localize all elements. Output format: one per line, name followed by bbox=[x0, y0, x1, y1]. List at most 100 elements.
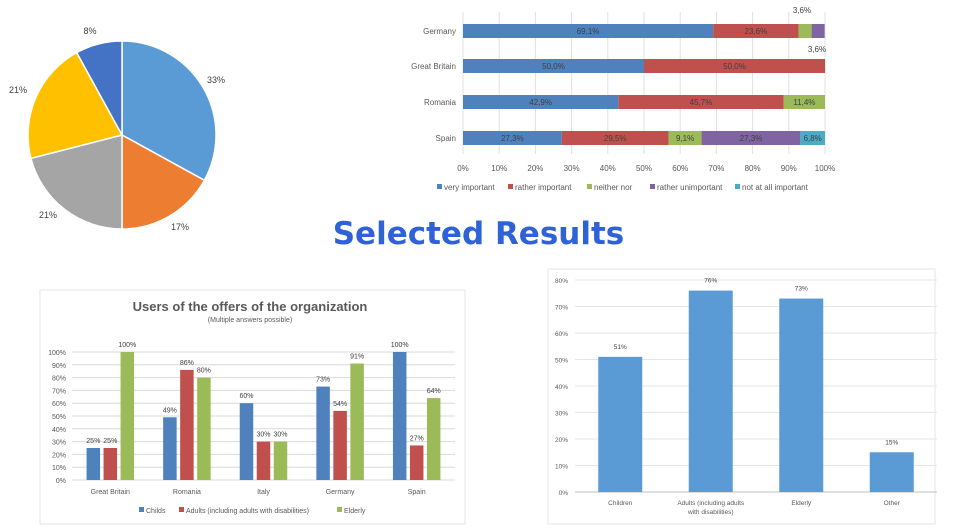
category-label: Romania bbox=[173, 489, 201, 496]
bar-segment bbox=[798, 24, 812, 38]
bar-segment bbox=[463, 131, 562, 145]
x-tick-label: 80% bbox=[745, 164, 761, 173]
category-label: Adults (including adults bbox=[677, 500, 745, 507]
y-tick-label: 30% bbox=[52, 440, 66, 447]
pie-label: 21% bbox=[9, 85, 27, 95]
y-tick-label: 80% bbox=[52, 376, 66, 383]
pie-label: 8% bbox=[83, 26, 96, 36]
x-tick-label: 20% bbox=[527, 164, 543, 173]
data-label: 25% bbox=[103, 438, 117, 445]
x-tick-label: 50% bbox=[636, 164, 652, 173]
data-label: 9,1% bbox=[676, 134, 694, 143]
legend-label: Adults (including adults with disabiliti… bbox=[186, 508, 309, 515]
pie-label: 33% bbox=[207, 75, 225, 85]
legend-label: very important bbox=[444, 183, 495, 192]
y-tick-label: 0% bbox=[56, 478, 66, 485]
data-label: 30% bbox=[256, 432, 270, 439]
category-label: Spain bbox=[408, 489, 426, 496]
data-label: 100% bbox=[391, 342, 409, 349]
x-tick-label: 100% bbox=[815, 164, 835, 173]
y-tick-label: 80% bbox=[555, 278, 568, 285]
chart-title: Users of the offers of the organization bbox=[133, 299, 368, 314]
bar-segment bbox=[713, 24, 799, 38]
pie-slice bbox=[75, 40, 123, 136]
bar-segment bbox=[783, 95, 825, 109]
data-label: 64% bbox=[427, 388, 441, 395]
bar bbox=[256, 441, 271, 480]
legend-label: rather important bbox=[515, 183, 572, 192]
category-label: Romania bbox=[424, 98, 457, 107]
data-label: 30% bbox=[273, 432, 287, 439]
pie-slice bbox=[121, 133, 206, 230]
bar bbox=[239, 403, 254, 480]
chart-subtitle: (Multiple answers possible) bbox=[208, 317, 292, 324]
y-tick-label: 10% bbox=[555, 464, 568, 471]
pie-label: 17% bbox=[171, 222, 189, 232]
x-tick-label: 30% bbox=[564, 164, 580, 173]
y-tick-label: 50% bbox=[555, 358, 568, 365]
chart-frame bbox=[547, 268, 936, 525]
pie-slice bbox=[121, 40, 217, 182]
category-label: Other bbox=[884, 500, 901, 507]
bar-segment bbox=[463, 24, 714, 38]
bar-segment bbox=[811, 24, 825, 38]
pie-slice bbox=[27, 51, 124, 160]
bar-segment bbox=[463, 95, 619, 109]
data-label: 29,5% bbox=[604, 134, 627, 143]
data-label: 60% bbox=[239, 393, 253, 400]
legend-swatch bbox=[508, 184, 513, 189]
bar-segment bbox=[463, 59, 644, 73]
data-label: 51% bbox=[614, 344, 627, 351]
data-label: 100% bbox=[118, 342, 136, 349]
bar-segment bbox=[618, 95, 784, 109]
data-label: 3,6% bbox=[808, 45, 826, 54]
bar bbox=[120, 352, 135, 480]
data-label: 15% bbox=[885, 439, 898, 446]
legend-swatch bbox=[650, 184, 655, 189]
data-label: 49% bbox=[163, 407, 177, 414]
legend-label: Childs bbox=[146, 508, 166, 515]
bar-segment bbox=[668, 131, 702, 145]
bar bbox=[163, 417, 177, 480]
data-label: 27,3% bbox=[501, 134, 524, 143]
category-label: Elderly bbox=[791, 500, 812, 507]
bar bbox=[350, 363, 364, 480]
legend-label: Elderly bbox=[344, 508, 366, 515]
legend-label: neither nor bbox=[594, 183, 633, 192]
y-tick-label: 20% bbox=[555, 437, 568, 444]
bar bbox=[197, 377, 211, 480]
pie-label: 21% bbox=[39, 210, 57, 220]
y-tick-label: 20% bbox=[52, 452, 66, 459]
bar bbox=[180, 369, 194, 480]
data-label: 6,8% bbox=[804, 134, 822, 143]
bar bbox=[869, 452, 914, 492]
y-tick-label: 0% bbox=[559, 490, 569, 497]
category-label: Children bbox=[608, 500, 633, 507]
legend-label: not at all important bbox=[742, 183, 809, 192]
bar bbox=[779, 298, 824, 492]
data-label: 91% bbox=[350, 354, 364, 361]
legend-swatch bbox=[139, 507, 144, 512]
chart-frame bbox=[39, 289, 466, 525]
category-label: with disabilities) bbox=[687, 509, 734, 516]
data-label: 73% bbox=[795, 286, 808, 293]
legend-swatch bbox=[437, 184, 442, 189]
x-tick-label: 90% bbox=[781, 164, 797, 173]
legend-label: rather unimportant bbox=[657, 183, 723, 192]
data-label: 27,3% bbox=[740, 134, 763, 143]
y-tick-label: 100% bbox=[48, 350, 66, 357]
pie-slice bbox=[30, 134, 123, 230]
y-tick-label: 70% bbox=[555, 305, 568, 312]
legend-swatch bbox=[587, 184, 592, 189]
category-label: Great Britain bbox=[411, 62, 456, 71]
data-label: 11,4% bbox=[793, 98, 815, 107]
bar bbox=[86, 448, 101, 480]
data-label: 25% bbox=[86, 438, 100, 445]
bar-segment bbox=[800, 131, 825, 145]
y-tick-label: 90% bbox=[52, 363, 66, 370]
y-tick-label: 10% bbox=[52, 465, 66, 472]
data-label: 69,1% bbox=[577, 27, 600, 36]
bar bbox=[409, 445, 424, 480]
bar bbox=[316, 386, 330, 480]
